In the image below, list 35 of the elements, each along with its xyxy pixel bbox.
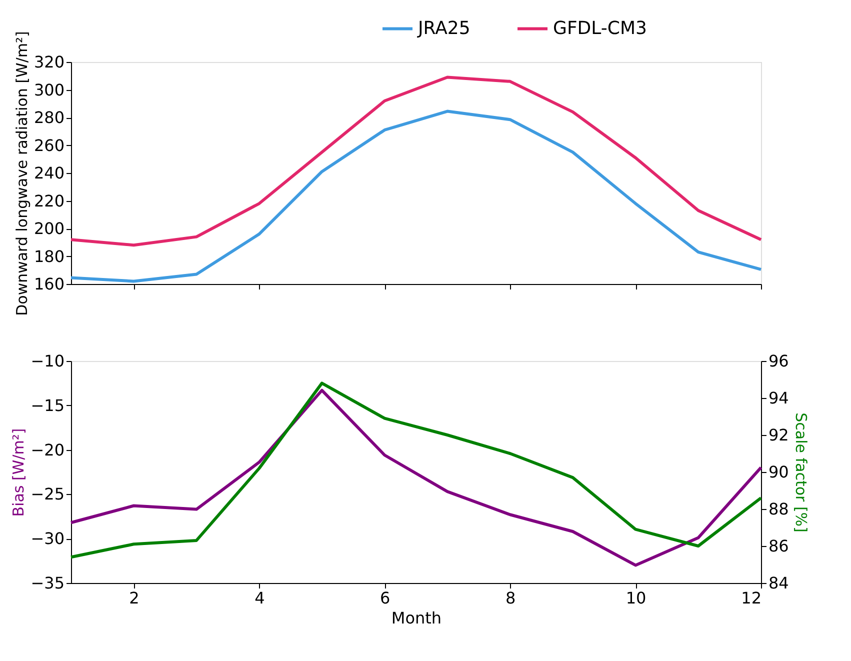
y2-tick-label: 84 <box>768 574 789 592</box>
y-axis-title: Bias [W/m²] <box>10 428 28 517</box>
y-tick-label: −15 <box>30 396 64 415</box>
y-tick-label: 160 <box>34 274 64 294</box>
y-tick-label: −30 <box>30 529 64 548</box>
y2-tick-label: 86 <box>768 536 789 556</box>
legend-label: JRA25 <box>417 18 470 39</box>
y-axis-title: Downward longwave radiation [W/m²] <box>12 31 31 316</box>
y-tick-label: 280 <box>34 108 64 127</box>
y-tick-label: 300 <box>34 80 64 100</box>
y2-tick-label: 90 <box>768 462 789 482</box>
x-tick-label: 10 <box>626 588 646 608</box>
y-tick-label: 200 <box>34 219 64 238</box>
legend-label: GFDL-CM3 <box>553 18 647 39</box>
x-axis-title: Month <box>391 608 442 628</box>
y-tick-label: 320 <box>34 52 64 72</box>
y2-tick-label: 96 <box>768 352 789 370</box>
y-tick-label: 260 <box>34 136 64 155</box>
x-tick-label: 2 <box>129 588 140 608</box>
y-tick-label: −35 <box>30 574 64 592</box>
line-series <box>70 76 762 247</box>
y-tick-label: −25 <box>30 484 64 504</box>
y2-axis-title: Scale factor [%] <box>792 412 810 532</box>
y-tick-label: 240 <box>34 164 64 182</box>
y-tick-label: −20 <box>30 440 64 460</box>
y2-tick-label: 88 <box>768 500 789 518</box>
x-tick-label: 4 <box>254 588 265 608</box>
y-tick-label: 180 <box>34 246 64 266</box>
x-tick-label: 8 <box>505 588 516 608</box>
y-tick-label: 220 <box>34 191 64 210</box>
y-tick-label: −10 <box>30 352 64 370</box>
x-tick-label: 12 <box>741 588 762 608</box>
y2-tick-label: 94 <box>768 388 789 408</box>
x-tick-label: 6 <box>380 588 390 608</box>
y2-tick-label: 92 <box>768 426 789 444</box>
